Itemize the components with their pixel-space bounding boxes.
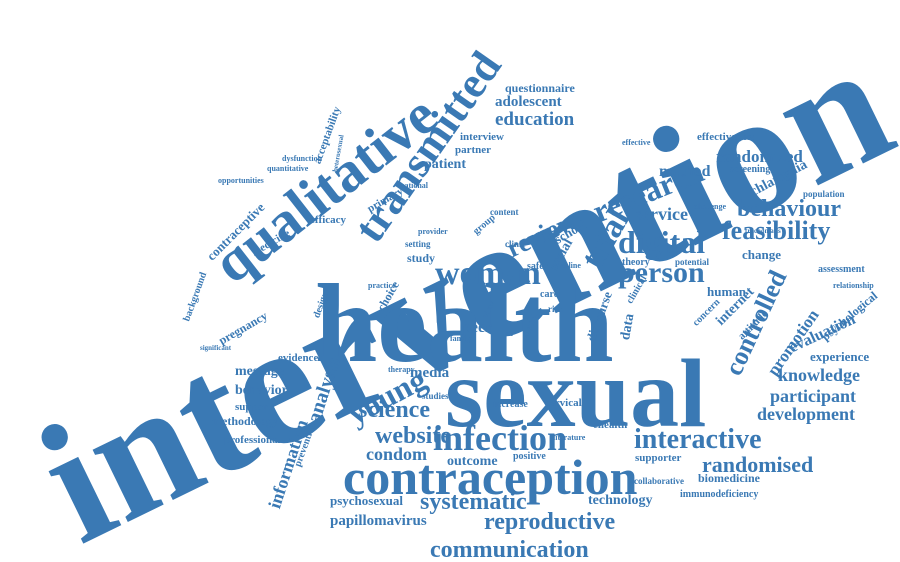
word-website: website <box>375 423 451 449</box>
word-positive: positive <box>513 451 546 462</box>
word-outcome: outcome <box>447 454 498 469</box>
word-reproductive: reproductive <box>484 509 616 535</box>
word-psychological: psychological <box>818 288 881 344</box>
word-digital: digital <box>618 224 706 260</box>
word-change: change <box>742 247 781 262</box>
word-science: science <box>358 397 430 423</box>
word-partner: partner <box>455 144 492 156</box>
word-family: family <box>450 334 472 343</box>
word-therapy: therapy <box>388 365 415 374</box>
word-online: online <box>560 261 581 270</box>
word-ehealth: ehealth <box>593 419 628 431</box>
word-experience: experience <box>810 349 870 364</box>
word-woman: woman <box>435 255 541 292</box>
word-support: support <box>235 401 272 413</box>
word-sexual: sexual <box>445 340 707 448</box>
word-effectiveness: effectiveness <box>697 131 756 143</box>
word-immunodeficiency: immunodeficiency <box>680 489 759 500</box>
word-clinic: clinic <box>505 239 526 249</box>
word-professional: professional <box>224 434 281 446</box>
word-feasibility: feasibility <box>722 216 831 245</box>
word-service: service <box>635 204 688 224</box>
word-opportunities: opportunities <box>218 176 264 185</box>
word-screening: screening <box>730 164 771 175</box>
word-contraception: contraception <box>343 449 638 505</box>
word-care: care <box>540 289 559 300</box>
word-data: data <box>618 312 638 342</box>
word-sti: sti <box>505 329 513 338</box>
word-psychosexual: psychosexual <box>330 493 403 508</box>
word-assessment: assessment <box>818 264 865 275</box>
word-study: study <box>407 251 436 265</box>
word-increase: increase <box>493 399 528 410</box>
word-participant: participant <box>770 386 857 406</box>
word-supporter: supporter <box>635 452 682 464</box>
word-methodology: methodology <box>212 414 278 428</box>
word-relationship: relationship <box>833 281 874 290</box>
word-behavior: behavior <box>235 383 288 398</box>
word-potential: potential <box>675 257 710 267</box>
word-behaviour: behaviour <box>737 196 842 222</box>
word-condom: condom <box>366 444 428 464</box>
word-provider: provider <box>418 227 448 236</box>
word-theory: theory <box>622 257 650 268</box>
word-adolescent: adolescent <box>495 94 562 110</box>
word-randomised: randomised <box>702 452 814 477</box>
word-literature: literature <box>553 433 586 442</box>
word-papillomavirus: papillomavirus <box>330 513 427 529</box>
word-trachomatis: trachomatis <box>745 227 781 235</box>
word-efficacy: efficacy <box>310 214 347 226</box>
word-content: content <box>490 207 519 217</box>
word-studies: studies <box>422 391 449 401</box>
word-dysfunction: dysfunction <box>282 154 323 163</box>
word-technology: technology <box>588 493 653 508</box>
word-safer: safer <box>527 261 549 272</box>
word-national: national <box>400 181 429 190</box>
word-communication: communication <box>430 537 589 562</box>
word-biomedicine: biomedicine <box>698 471 760 485</box>
word-media: media <box>410 365 450 381</box>
word-method: method <box>659 163 711 180</box>
word-cervical: cervical <box>545 397 582 409</box>
word-interactive: interactive <box>634 424 762 455</box>
word-challenge: challenge <box>694 202 726 211</box>
word-effective: effective <box>622 138 651 147</box>
word-development: development <box>757 404 855 424</box>
word-person: person <box>618 256 705 289</box>
word-setting: setting <box>405 239 431 249</box>
word-patient: patient <box>424 157 466 172</box>
word-education: education <box>495 109 575 130</box>
word-knowledge: knowledge <box>778 365 861 385</box>
word-interview: interview <box>460 131 504 143</box>
word-evidence: evidence <box>278 352 319 364</box>
word-population: population <box>803 189 845 199</box>
word-significant: significant <box>200 344 232 352</box>
word-quantitative: quantitative <box>267 164 309 173</box>
word-systematic: systematic <box>420 489 527 515</box>
word-infection: infection <box>433 418 567 458</box>
word-collaborative: collaborative <box>634 476 684 486</box>
word-human: human <box>707 284 747 299</box>
word-randomized: randomized <box>716 147 803 166</box>
word-health: health <box>315 262 614 386</box>
word-questionnaire: questionnaire <box>505 81 575 95</box>
word-peer: peer <box>462 319 493 336</box>
word-risk: risk <box>548 304 564 314</box>
word-practice: practice <box>368 281 396 290</box>
word-message: message <box>235 364 284 379</box>
